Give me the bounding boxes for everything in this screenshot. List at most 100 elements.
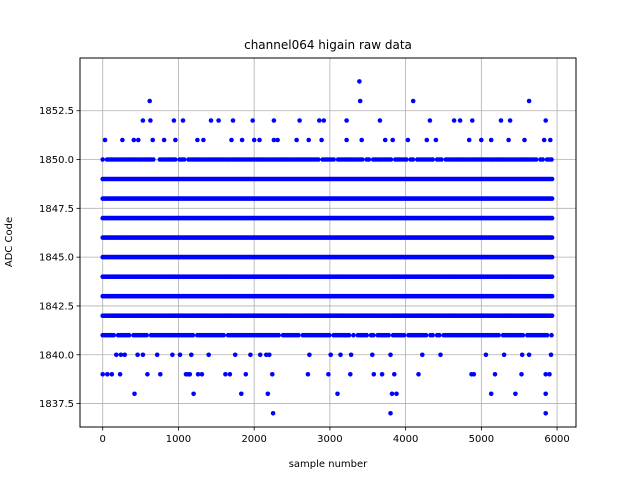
data-point <box>136 137 141 143</box>
data-point <box>371 332 376 338</box>
data-point <box>543 391 548 397</box>
data-point <box>250 118 255 123</box>
y-axis-label: ADC Code <box>4 217 15 267</box>
data-point <box>131 137 137 143</box>
data-point <box>344 137 349 143</box>
x-tick-label: 5000 <box>469 434 494 445</box>
data-point <box>239 391 244 397</box>
data-point <box>544 332 550 338</box>
data-point <box>105 372 110 377</box>
data-point <box>357 79 362 84</box>
data-point <box>140 352 146 358</box>
data-point <box>195 372 201 377</box>
data-point <box>335 391 340 397</box>
data-point <box>540 157 545 162</box>
data-point <box>120 137 125 143</box>
data-point <box>405 137 411 143</box>
data-point <box>338 352 343 358</box>
data-point <box>543 411 548 416</box>
data-point <box>208 118 214 123</box>
data-point <box>547 372 552 377</box>
data-point <box>513 391 518 397</box>
data-point <box>126 332 132 338</box>
data-point <box>526 352 532 358</box>
data-point <box>177 352 183 358</box>
data-point <box>496 332 502 338</box>
data-point <box>191 391 196 397</box>
data-point <box>520 332 526 338</box>
data-point <box>267 352 272 358</box>
data-point <box>479 137 484 143</box>
data-point <box>114 352 119 358</box>
data-point <box>364 332 370 338</box>
data-point <box>346 332 352 338</box>
x-axis-label: sample number <box>289 459 368 470</box>
data-point <box>533 157 539 162</box>
data-point <box>549 293 555 299</box>
x-axis-ticks: 0 1000 2000 3000 4000 5000 6000 <box>100 427 570 445</box>
data-point <box>199 372 205 377</box>
data-point <box>190 332 196 338</box>
data-point <box>541 137 547 143</box>
y-tick-label: 1852.5 <box>39 106 74 117</box>
data-point <box>549 196 555 201</box>
data-point <box>181 157 187 162</box>
data-point <box>328 352 334 358</box>
data-point <box>549 254 555 260</box>
data-point <box>549 235 555 240</box>
data-point <box>548 352 554 358</box>
data-point <box>366 157 372 162</box>
data-point <box>173 157 178 162</box>
data-point <box>488 137 494 143</box>
data-point <box>370 352 375 358</box>
data-point <box>390 137 396 143</box>
data-point <box>543 118 548 123</box>
y-tick-label: 1847.5 <box>39 204 74 215</box>
data-point <box>100 157 105 162</box>
data-point <box>438 352 443 358</box>
data-point <box>147 98 152 104</box>
data-point <box>382 137 388 143</box>
y-tick-label: 1840.0 <box>39 350 74 361</box>
data-point <box>386 332 392 338</box>
plot-area <box>80 58 576 427</box>
data-point <box>297 118 302 123</box>
data-point <box>519 372 524 377</box>
data-point <box>522 137 527 143</box>
data-point <box>161 137 167 143</box>
data-point <box>498 118 504 123</box>
data-point <box>430 332 436 338</box>
data-point <box>117 372 123 377</box>
data-point <box>439 157 444 162</box>
data-point <box>296 332 301 338</box>
data-point <box>307 352 312 358</box>
data-point <box>492 372 498 377</box>
data-point <box>248 352 253 358</box>
data-point <box>229 137 234 143</box>
data-point <box>206 352 211 358</box>
data-point <box>457 118 463 123</box>
data-point <box>507 118 513 123</box>
data-point <box>410 157 416 162</box>
data-point <box>357 98 363 104</box>
y-axis-ticks: 1837.5 1840.0 1842.5 1845.0 1847.5 1850.0 1852… <box>39 106 80 410</box>
data-point <box>150 137 155 143</box>
data-point <box>195 137 200 143</box>
data-point <box>145 372 150 377</box>
data-point <box>420 352 425 358</box>
data-point <box>221 332 226 338</box>
data-point <box>135 352 140 358</box>
data-point <box>122 352 127 358</box>
data-point <box>305 372 311 377</box>
x-tick-label: 1000 <box>166 434 191 445</box>
data-point <box>351 332 356 338</box>
data-point <box>471 372 477 377</box>
data-point <box>506 137 511 143</box>
data-point <box>433 137 439 143</box>
data-point <box>470 118 475 123</box>
data-point <box>230 118 236 123</box>
data-point <box>348 352 354 358</box>
chart-title: channel064 higain raw data <box>244 38 412 52</box>
data-point <box>392 372 397 377</box>
